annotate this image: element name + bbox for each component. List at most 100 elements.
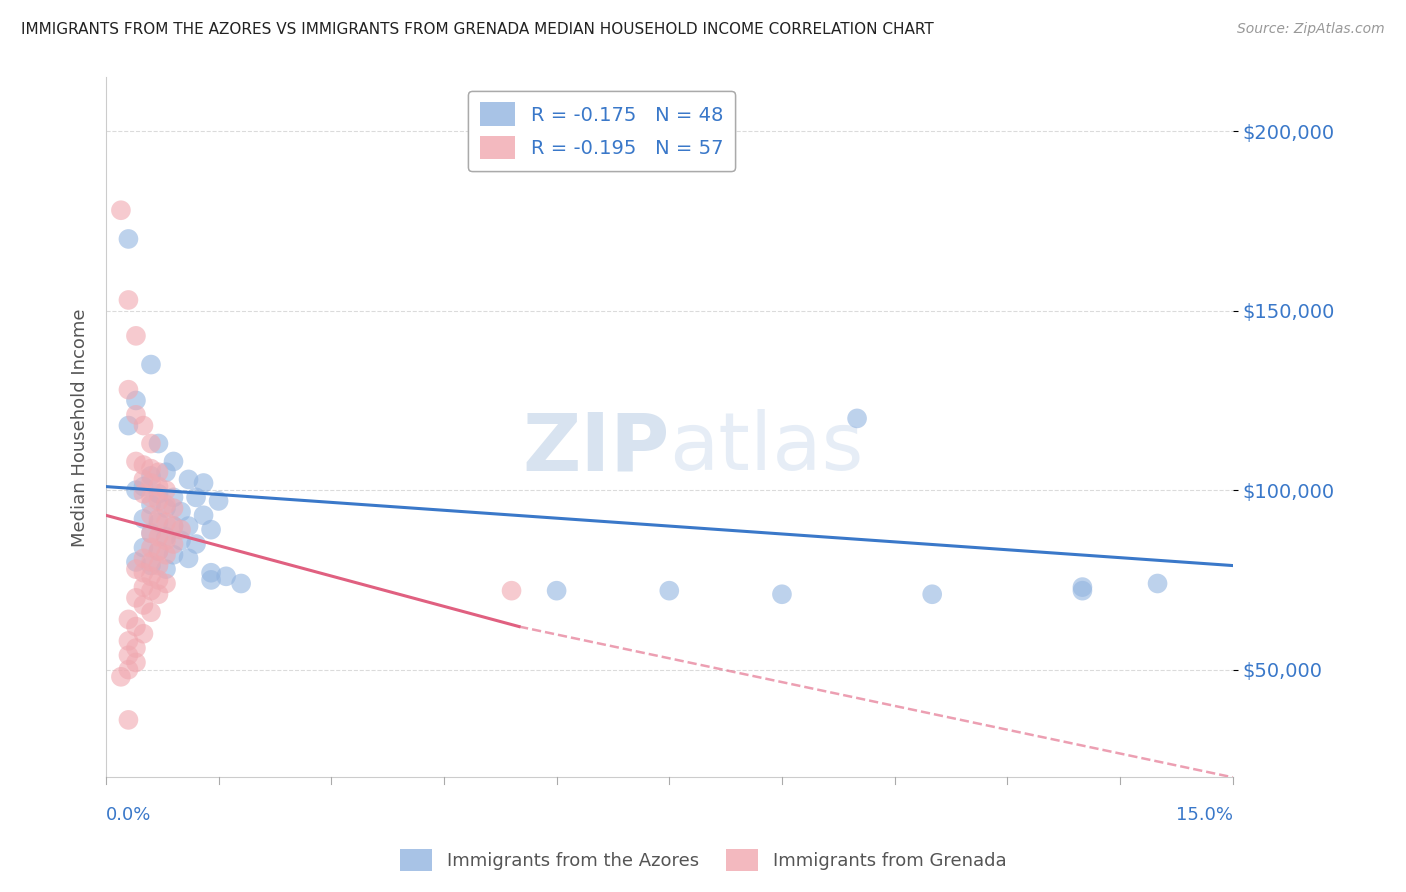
Point	[139, 491, 162, 505]
Point	[125, 641, 148, 656]
Point	[155, 533, 177, 548]
Point	[155, 530, 177, 544]
Point	[162, 491, 184, 505]
Point	[148, 465, 170, 479]
Point	[139, 498, 162, 512]
Point	[132, 541, 155, 555]
Point	[125, 555, 148, 569]
Point	[125, 393, 148, 408]
Point	[184, 491, 207, 505]
Point	[155, 501, 177, 516]
Point	[139, 436, 162, 450]
Text: 15.0%: 15.0%	[1175, 806, 1233, 824]
Point	[117, 713, 139, 727]
Point	[658, 583, 681, 598]
Point	[155, 465, 177, 479]
Point	[155, 498, 177, 512]
Point	[148, 587, 170, 601]
Point	[139, 569, 162, 583]
Point	[200, 523, 222, 537]
Point	[921, 587, 943, 601]
Point	[132, 598, 155, 612]
Point	[162, 519, 184, 533]
Point	[132, 458, 155, 472]
Point	[170, 533, 193, 548]
Point	[117, 612, 139, 626]
Point	[125, 591, 148, 605]
Point	[110, 670, 132, 684]
Point	[139, 583, 162, 598]
Point	[207, 494, 229, 508]
Point	[1071, 583, 1094, 598]
Point	[139, 461, 162, 475]
Point	[139, 555, 162, 569]
Point	[117, 232, 139, 246]
Point	[170, 523, 193, 537]
Text: 0.0%: 0.0%	[105, 806, 152, 824]
Point	[117, 663, 139, 677]
Point	[162, 454, 184, 468]
Point	[162, 519, 184, 533]
Point	[139, 558, 162, 573]
Point	[139, 541, 162, 555]
Point	[139, 358, 162, 372]
Point	[501, 583, 523, 598]
Point	[200, 573, 222, 587]
Point	[770, 587, 793, 601]
Point	[148, 530, 170, 544]
Point	[139, 508, 162, 523]
Point	[132, 480, 155, 494]
Point	[148, 516, 170, 530]
Point	[125, 483, 148, 498]
Point	[162, 501, 184, 516]
Point	[132, 472, 155, 486]
Point	[148, 512, 170, 526]
Point	[117, 418, 139, 433]
Point	[117, 293, 139, 307]
Point	[148, 544, 170, 558]
Point	[132, 487, 155, 501]
Y-axis label: Median Household Income: Median Household Income	[72, 308, 89, 547]
Point	[162, 537, 184, 551]
Point	[200, 566, 222, 580]
Point	[132, 580, 155, 594]
Point	[132, 551, 155, 566]
Point	[148, 558, 170, 573]
Point	[148, 544, 170, 558]
Point	[155, 483, 177, 498]
Point	[155, 576, 177, 591]
Point	[162, 548, 184, 562]
Point	[117, 648, 139, 663]
Text: atlas: atlas	[669, 409, 863, 487]
Point	[125, 329, 148, 343]
Point	[1071, 580, 1094, 594]
Point	[148, 480, 170, 494]
Text: ZIP: ZIP	[522, 409, 669, 487]
Point	[846, 411, 869, 425]
Legend: Immigrants from the Azores, Immigrants from Grenada: Immigrants from the Azores, Immigrants f…	[392, 842, 1014, 879]
Point	[125, 562, 148, 576]
Point	[193, 475, 215, 490]
Point	[132, 512, 155, 526]
Point	[155, 562, 177, 576]
Point	[125, 619, 148, 633]
Point	[132, 418, 155, 433]
Point	[155, 548, 177, 562]
Point	[148, 494, 170, 508]
Point	[1146, 576, 1168, 591]
Point	[148, 487, 170, 501]
Point	[139, 475, 162, 490]
Point	[193, 508, 215, 523]
Point	[177, 519, 200, 533]
Point	[132, 626, 155, 640]
Point	[177, 472, 200, 486]
Point	[132, 566, 155, 580]
Point	[110, 203, 132, 218]
Point	[229, 576, 252, 591]
Point	[139, 605, 162, 619]
Point	[148, 436, 170, 450]
Point	[117, 634, 139, 648]
Point	[125, 656, 148, 670]
Point	[125, 454, 148, 468]
Point	[170, 505, 193, 519]
